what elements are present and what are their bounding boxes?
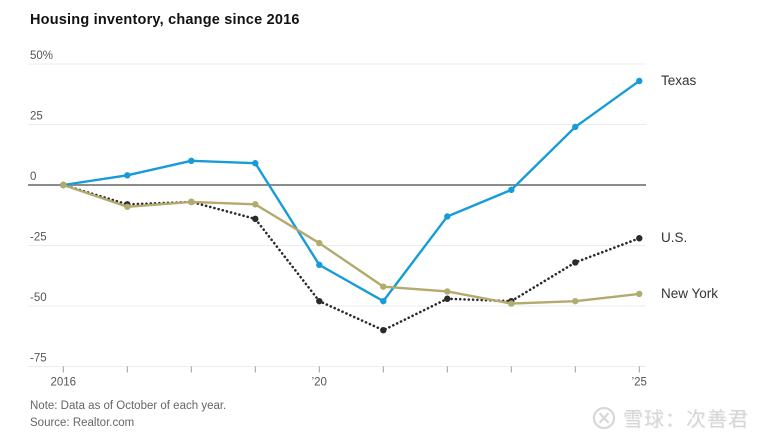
chart-source: Source: Realtor.com [30,417,135,429]
series-label-texas: Texas [661,72,697,88]
x-tick-label: ’20 [312,377,327,389]
data-point-new-york [124,203,131,210]
data-point-us [380,327,387,334]
data-point-us [316,297,323,305]
y-tick-label: 0 [30,171,36,183]
data-point-new-york [508,300,515,307]
data-point-texas [124,172,131,179]
y-tick-label: -25 [30,232,47,244]
series-line-us [61,183,641,332]
data-point-new-york [636,290,643,298]
y-tick-label: 50% [30,50,53,62]
watermark-text: 雪球：次善君 [623,409,749,431]
x-tick-label: ’25 [632,377,647,389]
watermark: 雪球：次善君 [591,403,749,432]
series-label-new-york: New York [661,285,719,301]
y-tick-label: 25 [30,111,43,123]
data-point-us [636,235,643,242]
data-point-texas [636,77,643,85]
data-point-new-york [252,201,259,208]
chart-note: Note: Data as of October of each year. [30,400,227,412]
data-point-texas [508,186,515,194]
y-tick-label: -75 [30,353,47,365]
data-point-new-york [380,283,387,290]
series-label-us: U.S. [661,230,688,246]
data-point-new-york [444,288,451,295]
data-point-new-york [572,297,579,305]
data-point-texas [316,261,323,269]
data-point-texas [252,160,259,167]
data-point-texas [188,157,195,164]
data-point-us [252,215,259,223]
chart-title: Housing inventory, change since 2016 [30,12,300,28]
data-point-new-york [188,198,195,206]
data-point-us [444,295,451,302]
data-point-new-york [316,239,323,247]
y-tick-label: -50 [30,292,47,304]
x-tick-label: 2016 [51,377,77,389]
data-point-texas [444,213,451,220]
xueqiu-logo-icon [592,406,616,429]
data-point-texas [380,297,387,305]
data-point-texas [572,123,579,131]
series-line-new-york [62,183,640,305]
data-point-new-york [60,181,67,189]
series-line-texas [63,79,641,303]
data-point-us [572,259,579,266]
